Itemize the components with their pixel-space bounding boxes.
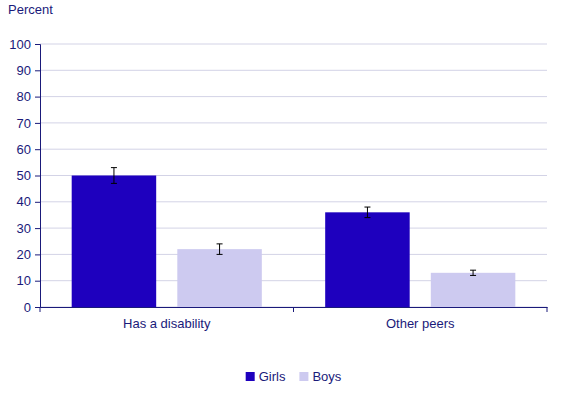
y-tick: 80 bbox=[17, 89, 40, 104]
error-bar-cap bbox=[111, 167, 117, 168]
y-tick-mark bbox=[35, 97, 40, 98]
grid-line bbox=[40, 96, 547, 97]
error-bar bbox=[217, 244, 223, 255]
y-tick-label: 30 bbox=[17, 221, 31, 236]
y-tick-mark bbox=[35, 281, 40, 282]
error-bar-cap bbox=[364, 207, 370, 208]
legend-item: Girls bbox=[246, 369, 286, 384]
grid-line bbox=[40, 70, 547, 71]
y-tick: 70 bbox=[17, 116, 40, 131]
x-boundary-tick bbox=[547, 307, 548, 312]
error-bar-cap bbox=[470, 270, 476, 271]
y-tick: 10 bbox=[17, 273, 40, 288]
x-tick: Other peers bbox=[386, 307, 455, 331]
error-bar bbox=[364, 207, 370, 218]
error-bar-stem bbox=[473, 270, 474, 275]
y-tick: 0 bbox=[24, 300, 40, 315]
chart-svg: 0 10 20 30 40 50 60 70 80 90 100 Has a disability Ot… bbox=[0, 0, 568, 397]
y-axis: 0 10 20 30 40 50 60 70 80 90 100 bbox=[9, 37, 40, 315]
x-tick: Has a disability bbox=[123, 307, 211, 331]
error-bar-cap bbox=[217, 243, 223, 244]
plot-area: 0 10 20 30 40 50 60 70 80 90 100 Has a disability Ot… bbox=[9, 37, 547, 332]
y-tick: 30 bbox=[17, 221, 40, 236]
bar bbox=[431, 273, 516, 307]
bar bbox=[72, 176, 157, 308]
y-tick-label: 0 bbox=[24, 300, 31, 315]
y-tick: 100 bbox=[9, 37, 40, 52]
grid-line bbox=[40, 122, 547, 123]
y-tick-label: 20 bbox=[17, 247, 31, 262]
x-tick-label: Has a disability bbox=[123, 316, 211, 331]
grid-line bbox=[40, 44, 547, 45]
error-bar-cap bbox=[217, 254, 223, 255]
y-tick: 50 bbox=[17, 168, 40, 183]
y-axis-line bbox=[35, 45, 41, 308]
error-bar-stem bbox=[113, 168, 114, 184]
error-bar-cap bbox=[111, 183, 117, 184]
y-tick-label: 100 bbox=[9, 37, 31, 52]
x-tick-label: Other peers bbox=[386, 316, 455, 331]
y-tick-label: 10 bbox=[17, 273, 31, 288]
y-tick-label: 80 bbox=[17, 89, 31, 104]
y-tick-mark bbox=[35, 307, 40, 308]
legend-swatch bbox=[246, 372, 255, 381]
x-axis: Has a disability Other peers bbox=[40, 307, 548, 331]
bar bbox=[325, 212, 410, 307]
error-bar bbox=[111, 168, 117, 184]
bars bbox=[72, 168, 516, 307]
y-tick-label: 40 bbox=[17, 194, 31, 209]
y-tick-mark bbox=[35, 254, 40, 255]
y-tick-mark bbox=[35, 70, 40, 71]
bar bbox=[177, 249, 262, 307]
error-bar-stem bbox=[219, 244, 220, 255]
grid-line bbox=[40, 149, 547, 150]
legend-swatch bbox=[299, 372, 308, 381]
y-tick-mark bbox=[35, 202, 40, 203]
y-tick-mark bbox=[35, 44, 40, 45]
legend-label: Boys bbox=[312, 369, 341, 384]
y-tick-label: 90 bbox=[17, 63, 31, 78]
y-tick-mark bbox=[35, 176, 40, 177]
y-tick-mark bbox=[35, 228, 40, 229]
y-tick: 60 bbox=[17, 142, 40, 157]
y-tick: 40 bbox=[17, 194, 40, 209]
y-tick: 20 bbox=[17, 247, 40, 262]
error-bar bbox=[470, 270, 476, 275]
y-tick-mark bbox=[35, 149, 40, 150]
x-boundary-tick bbox=[40, 307, 41, 312]
y-tick-label: 50 bbox=[17, 168, 31, 183]
y-tick-mark bbox=[35, 123, 40, 124]
error-bar-stem bbox=[367, 207, 368, 218]
y-tick: 90 bbox=[17, 63, 40, 78]
y-axis-title: Percent bbox=[8, 2, 53, 17]
x-boundary-tick bbox=[293, 307, 294, 312]
error-bar-cap bbox=[364, 217, 370, 218]
error-bar-cap bbox=[470, 275, 476, 276]
grid bbox=[40, 44, 547, 307]
y-tick-label: 60 bbox=[17, 142, 31, 157]
legend-label: Girls bbox=[259, 369, 286, 384]
legend: Girls Boys bbox=[246, 369, 342, 384]
legend-item: Boys bbox=[299, 369, 341, 384]
y-tick-label: 70 bbox=[17, 116, 31, 131]
